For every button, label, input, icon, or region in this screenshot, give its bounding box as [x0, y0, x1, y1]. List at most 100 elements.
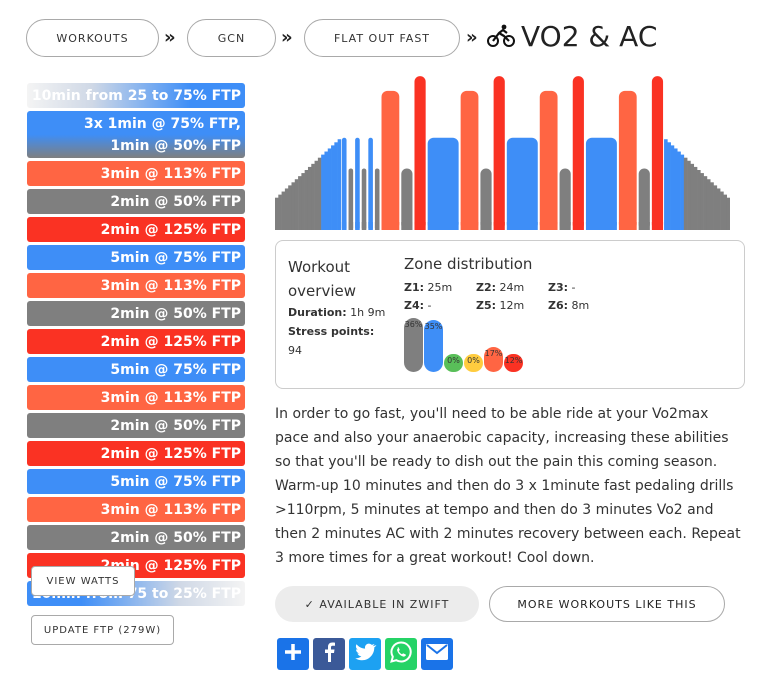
profile-ramp-step — [677, 151, 681, 230]
profile-ramp-step — [703, 176, 708, 230]
overview-heading: Workout overview — [288, 258, 356, 300]
profile-ramp-step — [321, 154, 325, 230]
zone-stat: Z6: 8m — [548, 299, 589, 312]
breadcrumb-gcn-label: GCN — [217, 31, 246, 45]
profile-interval-bar — [585, 137, 617, 230]
zone-stat-value: 12m — [499, 299, 525, 312]
profile-interval-base — [401, 222, 413, 230]
segment-label: 3x 1min @ 75% FTP, — [84, 115, 241, 132]
profile-interval-base — [618, 222, 637, 230]
segment-label: 3min @ 113% FTP — [100, 389, 241, 406]
share-twitter-button[interactable] — [349, 638, 381, 670]
profile-ramp-step — [670, 145, 675, 230]
profile-ramp-step — [317, 157, 322, 230]
segment-label: 1min @ 50% FTP — [110, 137, 241, 154]
segment-item: 5min @ 75% FTP — [27, 357, 245, 382]
segment-item: 3min @ 113% FTP — [27, 273, 245, 298]
zone-distribution-heading: Zone distribution — [404, 255, 533, 273]
segment-item: 3min @ 113% FTP — [27, 161, 245, 186]
cyclist-icon — [487, 24, 515, 48]
segment-item: 2min @ 50% FTP — [27, 525, 245, 550]
profile-ramp-step — [298, 176, 302, 230]
share-email-button[interactable] — [421, 638, 453, 670]
share-facebook-button[interactable] — [313, 638, 345, 670]
profile-ramp-step — [301, 173, 305, 230]
profile-interval-base — [414, 222, 426, 230]
profile-ramp-step — [667, 142, 671, 230]
view-watts-button[interactable]: VIEW WATTS — [31, 566, 135, 596]
profile-interval-base — [493, 222, 505, 230]
profile-interval-bar — [559, 168, 571, 230]
segment-label: 2min @ 50% FTP — [110, 193, 241, 210]
profile-ramp-step — [288, 185, 292, 230]
profile-interval-bar — [618, 90, 637, 230]
duration-label: Duration: — [288, 306, 347, 319]
breadcrumb-separator: » — [164, 27, 176, 48]
more-workouts-button[interactable]: MORE WORKOUTS LIKE THIS — [489, 586, 725, 622]
zone-stat-value: 8m — [571, 299, 590, 312]
segment-item: 2min @ 50% FTP — [27, 189, 245, 214]
zone-stat-value: 24m — [499, 281, 525, 294]
segment-list: 10min from 25 to 75% FTP 3x 1min @ 75% FT… — [27, 83, 245, 609]
profile-ramp-step — [683, 157, 688, 230]
profile-interval-bar — [414, 76, 426, 230]
profile-interval-base — [427, 222, 459, 230]
segment-label: 2min @ 125% FTP — [100, 333, 241, 350]
segment-item: 2min @ 125% FTP — [27, 217, 245, 242]
profile-ramp-step — [690, 163, 695, 230]
segment-label: 5min @ 75% FTP — [110, 473, 241, 490]
share-add-button[interactable] — [277, 638, 309, 670]
profile-ramp-step — [334, 142, 338, 230]
profile-ramp-step — [710, 182, 714, 230]
share-whatsapp-button[interactable] — [385, 638, 417, 670]
profile-interval-base — [348, 222, 354, 230]
breadcrumb-workouts[interactable]: WORKOUTS — [26, 19, 159, 57]
profile-interval-bar — [348, 168, 354, 230]
breadcrumb-gcn[interactable]: GCN — [187, 19, 276, 57]
segment-item: 2min @ 50% FTP — [27, 301, 245, 326]
segment-label: 3min @ 113% FTP — [100, 165, 241, 182]
segment-item: 10min from 25 to 75% FTP — [27, 83, 245, 108]
workout-overview-card: Workout overview Duration: 1h 9m Stress … — [275, 240, 745, 389]
profile-interval-base — [361, 222, 367, 230]
profile-ramp-step — [291, 182, 296, 230]
profile-interval-base — [368, 222, 373, 230]
profile-ramp-step — [284, 188, 289, 230]
profile-interval-bar — [368, 137, 373, 230]
profile-interval-bar — [427, 137, 459, 230]
envelope-icon — [425, 643, 449, 665]
segment-label: 5min @ 75% FTP — [110, 249, 241, 266]
breadcrumb-separator: » — [466, 27, 478, 48]
update-ftp-button[interactable]: UPDATE FTP (279W) — [31, 615, 174, 645]
zone-percent-pill: 0% — [444, 354, 463, 372]
available-in-zwift-button[interactable]: ✓ AVAILABLE IN ZWIFT — [275, 586, 479, 622]
segment-label: 2min @ 50% FTP — [110, 529, 241, 546]
profile-ramp-step — [716, 188, 721, 230]
profile-interval-bar — [638, 168, 650, 230]
stress-value: 94 — [288, 344, 302, 357]
zone-stat: Z3: - — [548, 281, 576, 294]
zone-stat-label: Z2: — [476, 281, 497, 294]
segment-item: 3x 1min @ 75% FTP, 1min @ 50% FTP — [27, 111, 245, 158]
segment-label: 2min @ 125% FTP — [100, 221, 241, 238]
breadcrumb-flat-out-fast[interactable]: FLAT OUT FAST — [304, 19, 460, 57]
zone-stat: Z5: 12m — [476, 299, 524, 312]
profile-interval-base — [651, 222, 664, 230]
zone-stat-label: Z1: — [404, 281, 425, 294]
profile-ramp-step — [687, 160, 691, 230]
profile-ramp-step — [294, 179, 299, 230]
profile-interval-bar — [572, 76, 584, 230]
profile-ramp-step — [311, 163, 315, 230]
plus-icon — [282, 641, 304, 667]
profile-interval-bar — [361, 168, 367, 230]
segment-item: 2min @ 50% FTP — [27, 413, 245, 438]
zone-stat-value: 25m — [427, 281, 453, 294]
profile-ramp-step — [713, 185, 718, 230]
profile-interval-bar — [506, 137, 538, 230]
profile-ramp-step — [307, 166, 312, 230]
zone-percent-pill: 12% — [504, 354, 523, 372]
zone-stat: Z4: - — [404, 299, 432, 312]
stress-label: Stress points: — [288, 325, 375, 338]
profile-ramp-step — [304, 170, 309, 230]
profile-interval-base — [585, 222, 617, 230]
